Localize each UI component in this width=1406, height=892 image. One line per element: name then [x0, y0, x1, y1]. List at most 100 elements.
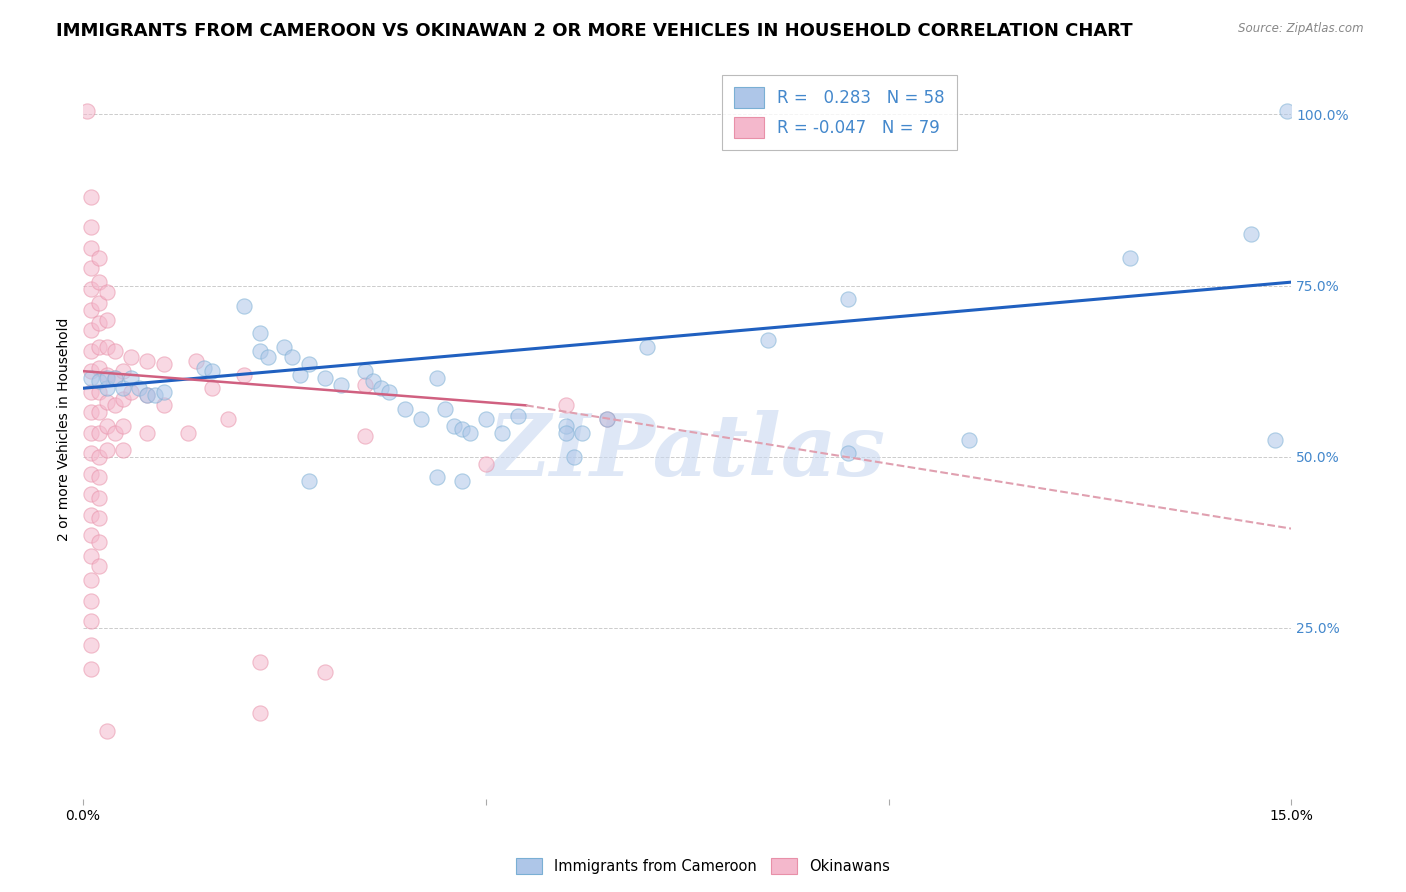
Point — [96, 381, 118, 395]
Point — [193, 360, 215, 375]
Point — [443, 418, 465, 433]
Point — [329, 377, 352, 392]
Text: IMMIGRANTS FROM CAMEROON VS OKINAWAN 2 OR MORE VEHICLES IN HOUSEHOLD CORRELATION: IMMIGRANTS FROM CAMEROON VS OKINAWAN 2 O… — [56, 22, 1133, 40]
Point — [1119, 251, 1142, 265]
Point — [354, 377, 377, 392]
Point — [217, 412, 239, 426]
Point — [96, 723, 118, 738]
Point — [80, 593, 103, 607]
Point — [87, 316, 110, 330]
Point — [426, 470, 449, 484]
Legend: Immigrants from Cameroon, Okinawans: Immigrants from Cameroon, Okinawans — [510, 852, 896, 880]
Point — [491, 425, 513, 440]
Point — [249, 326, 271, 341]
Point — [571, 425, 593, 440]
Point — [257, 351, 280, 365]
Point — [80, 467, 103, 481]
Point — [104, 425, 127, 440]
Point — [837, 292, 859, 306]
Point — [394, 401, 416, 416]
Point — [361, 375, 384, 389]
Point — [87, 535, 110, 549]
Point — [120, 384, 142, 399]
Point — [80, 487, 103, 501]
Point — [354, 364, 377, 378]
Point — [636, 340, 658, 354]
Point — [233, 368, 256, 382]
Point — [87, 340, 110, 354]
Point — [112, 442, 135, 457]
Point — [80, 508, 103, 522]
Point — [80, 662, 103, 676]
Point — [87, 360, 110, 375]
Point — [136, 425, 159, 440]
Point — [80, 425, 103, 440]
Point — [80, 343, 103, 358]
Point — [152, 398, 174, 412]
Point — [314, 371, 336, 385]
Point — [87, 450, 110, 464]
Point — [104, 398, 127, 412]
Point — [564, 450, 586, 464]
Point — [555, 418, 578, 433]
Point — [80, 405, 103, 419]
Point — [506, 409, 529, 423]
Point — [80, 446, 103, 460]
Point — [152, 384, 174, 399]
Point — [314, 665, 336, 680]
Point — [87, 384, 110, 399]
Point — [80, 282, 103, 296]
Point — [104, 343, 127, 358]
Point — [87, 375, 110, 389]
Point — [273, 340, 295, 354]
Point — [458, 425, 481, 440]
Point — [555, 425, 578, 440]
Point — [1277, 103, 1299, 118]
Point — [96, 368, 118, 382]
Point — [96, 312, 118, 326]
Point — [80, 638, 103, 652]
Point — [249, 343, 271, 358]
Point — [378, 384, 401, 399]
Point — [104, 371, 127, 385]
Point — [837, 446, 859, 460]
Point — [80, 261, 103, 276]
Point — [87, 470, 110, 484]
Point — [450, 422, 472, 436]
Point — [957, 433, 980, 447]
Point — [80, 302, 103, 317]
Point — [87, 251, 110, 265]
Point — [249, 706, 271, 721]
Point — [145, 388, 167, 402]
Text: Source: ZipAtlas.com: Source: ZipAtlas.com — [1239, 22, 1364, 36]
Point — [80, 573, 103, 587]
Point — [233, 299, 256, 313]
Point — [136, 354, 159, 368]
Point — [96, 442, 118, 457]
Point — [297, 474, 319, 488]
Point — [80, 371, 103, 385]
Point — [411, 412, 433, 426]
Point — [96, 371, 118, 385]
Point — [76, 103, 98, 118]
Point — [87, 511, 110, 525]
Point — [177, 425, 200, 440]
Point — [112, 364, 135, 378]
Point — [184, 354, 207, 368]
Point — [104, 371, 127, 385]
Point — [80, 323, 103, 337]
Point — [201, 381, 224, 395]
Point — [87, 559, 110, 574]
Point — [96, 340, 118, 354]
Point — [249, 655, 271, 669]
Point — [96, 285, 118, 300]
Point — [80, 364, 103, 378]
Point — [87, 491, 110, 505]
Point — [80, 189, 103, 203]
Point — [87, 405, 110, 419]
Point — [112, 392, 135, 406]
Point — [112, 381, 135, 395]
Point — [80, 241, 103, 255]
Point — [80, 528, 103, 542]
Point — [120, 351, 142, 365]
